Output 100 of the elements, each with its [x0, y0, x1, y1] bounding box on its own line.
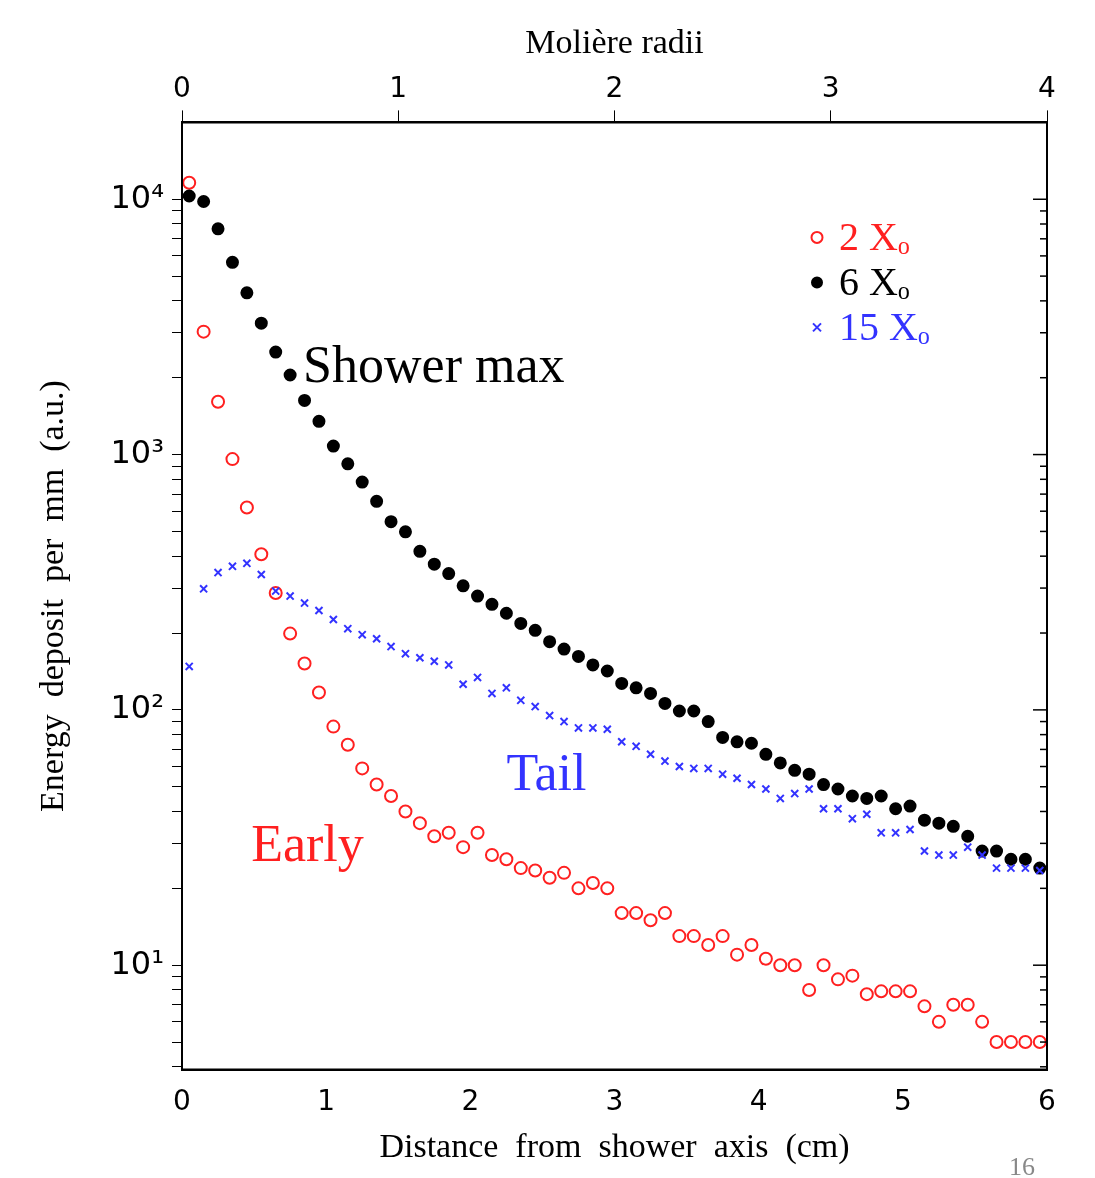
- point: [1020, 863, 1030, 873]
- point: [211, 222, 225, 236]
- point: [617, 737, 627, 747]
- point: [528, 623, 542, 637]
- point: [1035, 865, 1045, 875]
- point: [571, 881, 586, 896]
- point: [225, 255, 239, 269]
- point: [269, 345, 283, 359]
- point: [600, 664, 614, 678]
- legend-label: 15 Xₒ: [839, 303, 930, 349]
- point: [819, 804, 829, 814]
- point: [917, 813, 931, 827]
- point: [326, 719, 341, 734]
- point: [311, 685, 326, 700]
- point: [1018, 1035, 1033, 1050]
- point: [703, 763, 713, 773]
- point: [687, 704, 701, 718]
- point: [804, 784, 814, 794]
- point: [1006, 863, 1016, 873]
- point: [283, 368, 297, 382]
- point: [225, 452, 240, 467]
- point: [773, 756, 787, 770]
- point: [934, 850, 944, 860]
- point: [790, 789, 800, 799]
- point: [891, 828, 901, 838]
- point: [631, 741, 641, 751]
- point: [184, 661, 194, 671]
- legend-label: 2 Xₒ: [839, 213, 910, 259]
- point: [614, 906, 629, 921]
- point: [412, 816, 427, 831]
- point: [845, 968, 860, 983]
- point: [758, 951, 773, 966]
- point: [903, 799, 917, 813]
- point: [254, 547, 269, 562]
- point: [686, 929, 701, 944]
- point: [788, 763, 802, 777]
- point: [816, 958, 831, 973]
- point: [1018, 852, 1032, 866]
- point: [948, 850, 958, 860]
- point: [730, 947, 745, 962]
- point: [744, 937, 759, 952]
- point: [357, 630, 367, 640]
- point: [196, 324, 211, 339]
- point: [487, 688, 497, 698]
- point: [182, 189, 196, 203]
- point: [545, 711, 555, 721]
- point: [802, 767, 816, 781]
- point: [227, 561, 237, 571]
- x-tick-label: 6: [1038, 1083, 1056, 1117]
- point: [516, 695, 526, 705]
- point: [442, 567, 456, 581]
- point: [384, 788, 399, 803]
- point: [701, 937, 716, 952]
- point: [701, 715, 715, 729]
- point: [644, 686, 658, 700]
- point: [542, 870, 557, 885]
- x2-tick-label: 4: [1038, 70, 1056, 104]
- point: [716, 730, 730, 744]
- point: [989, 1035, 1004, 1050]
- point: [672, 704, 686, 718]
- point: [355, 475, 369, 489]
- point: [427, 829, 442, 844]
- point: [917, 999, 932, 1014]
- point: [674, 761, 684, 772]
- y-tick-label: 10³: [110, 432, 164, 471]
- point: [903, 984, 918, 999]
- point: [369, 777, 384, 792]
- point: [559, 717, 569, 727]
- point: [859, 987, 874, 1002]
- point: [759, 747, 773, 761]
- point: [585, 875, 600, 890]
- point: [600, 881, 615, 896]
- point: [470, 825, 485, 840]
- point: [429, 656, 439, 666]
- point: [557, 642, 571, 656]
- point: [199, 584, 209, 594]
- annotation: Tail: [506, 743, 587, 801]
- point: [874, 984, 889, 999]
- point: [501, 683, 511, 693]
- point: [441, 825, 456, 840]
- point: [427, 557, 441, 571]
- point: [660, 756, 670, 766]
- point: [802, 982, 817, 997]
- point: [775, 793, 785, 803]
- point: [398, 525, 412, 539]
- x2-tick-label: 0: [173, 70, 191, 104]
- x-tick-label: 4: [749, 1083, 768, 1117]
- point: [182, 175, 197, 190]
- x-tick-label: 1: [317, 1083, 336, 1117]
- point: [530, 702, 540, 712]
- point: [300, 598, 310, 608]
- point: [586, 658, 600, 672]
- point: [458, 679, 468, 689]
- point: [715, 929, 730, 944]
- point: [931, 1014, 946, 1029]
- point: [847, 814, 857, 824]
- point: [384, 515, 398, 529]
- point: [513, 861, 528, 876]
- x-tick-label: 0: [173, 1083, 191, 1117]
- annotation: Early: [251, 814, 364, 872]
